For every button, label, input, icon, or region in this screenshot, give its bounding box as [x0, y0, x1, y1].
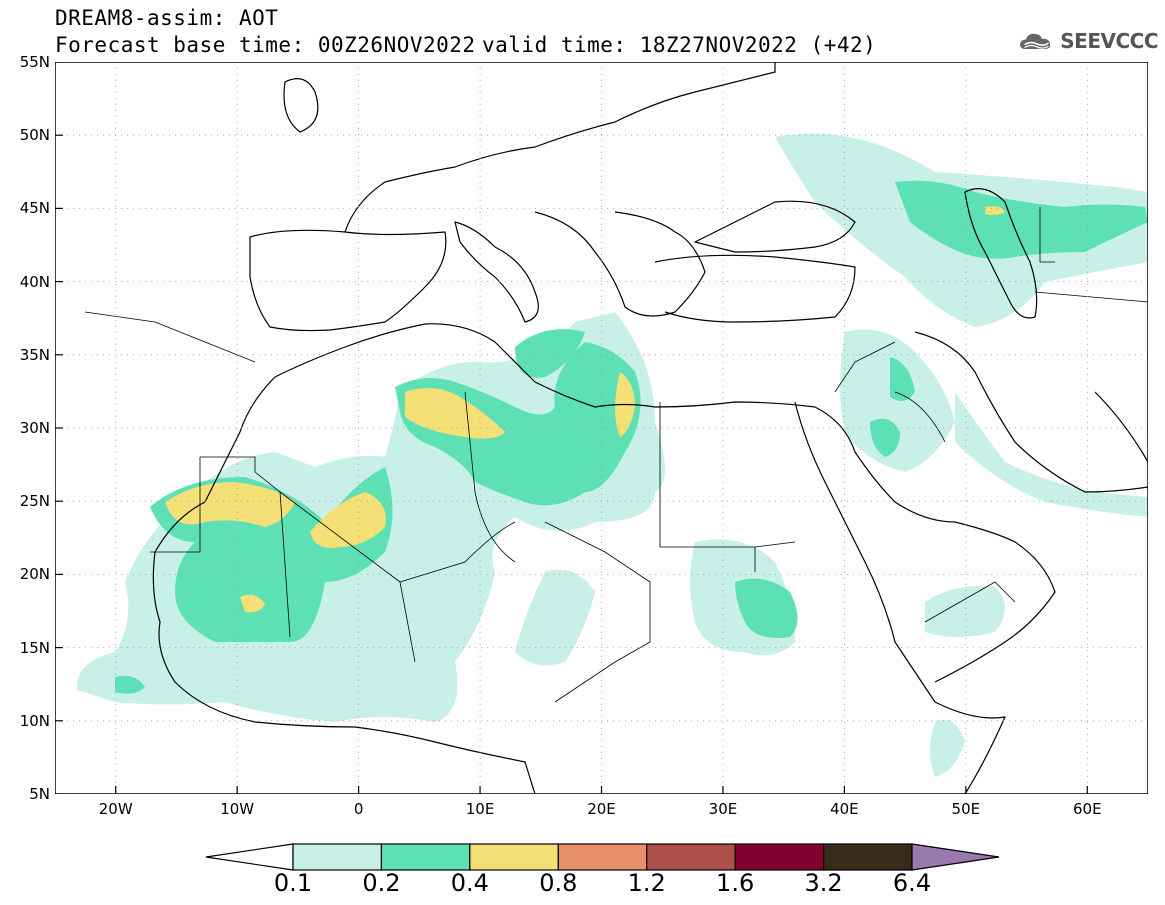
colorbar-swatch: [380, 843, 471, 871]
colorbar: [205, 843, 1000, 871]
colorbar-label: 1.2: [627, 869, 666, 897]
aot-map: [55, 62, 1148, 794]
lat-label: 35N: [19, 345, 50, 364]
cloud-icon: [1020, 33, 1051, 49]
lat-label: 5N: [29, 785, 50, 803]
lat-label: 15N: [19, 638, 50, 657]
colorbar-label: 6.4: [892, 869, 932, 897]
lon-label: 40E: [830, 800, 859, 818]
colorbar-swatch: [557, 843, 648, 871]
lat-label: 25N: [19, 492, 50, 511]
colorbar-swatch: [646, 843, 736, 871]
lat-label: 10N: [19, 711, 50, 730]
colorbar-swatch: [734, 843, 825, 871]
logo-text: SEEVCCC: [1060, 29, 1158, 53]
seevccc-logo: SEEVCCC: [1018, 24, 1158, 58]
lat-label: 45N: [19, 199, 50, 218]
lat-label: 50N: [19, 126, 50, 145]
colorbar-label: 0.8: [539, 869, 578, 897]
lon-label: 20E: [587, 800, 616, 818]
colorbar-label: 0.4: [450, 869, 489, 897]
lat-label: 55N: [19, 53, 50, 71]
lon-label: 20W: [98, 800, 133, 818]
coastlines: [152, 62, 1148, 794]
valid-time: valid time: 18Z27NOV2022 (+42): [482, 33, 877, 57]
lon-label: 30E: [708, 800, 738, 818]
lon-label: 60E: [1072, 800, 1102, 818]
colorbar-swatch: [822, 843, 913, 871]
lat-label: 30N: [19, 419, 50, 437]
aot-level-0.4: [165, 206, 1005, 613]
forecast-base-time: Forecast base time: 00Z26NOV2022: [55, 33, 476, 57]
graticule: [55, 62, 1148, 794]
map-title: DREAM8-assim: AOT: [55, 6, 279, 30]
lon-label: 50E: [951, 800, 981, 818]
lat-label: 20N: [19, 565, 50, 584]
colorbar-low-triangle: [205, 843, 294, 871]
country-borders: [84, 207, 1148, 703]
colorbar-swatch: [469, 843, 559, 871]
colorbar-high-triangle: [911, 843, 1000, 871]
lon-label: 0: [353, 800, 364, 818]
lon-label: 10E: [465, 800, 495, 818]
colorbar-label: 0.2: [362, 869, 401, 897]
colorbar-label: 0.1: [273, 869, 313, 897]
colorbar-label: 1.6: [716, 869, 755, 897]
lat-label: 40N: [19, 272, 50, 291]
colorbar-swatch: [292, 843, 383, 871]
colorbar-label: 3.2: [804, 869, 843, 897]
lon-label: 10W: [220, 800, 255, 818]
